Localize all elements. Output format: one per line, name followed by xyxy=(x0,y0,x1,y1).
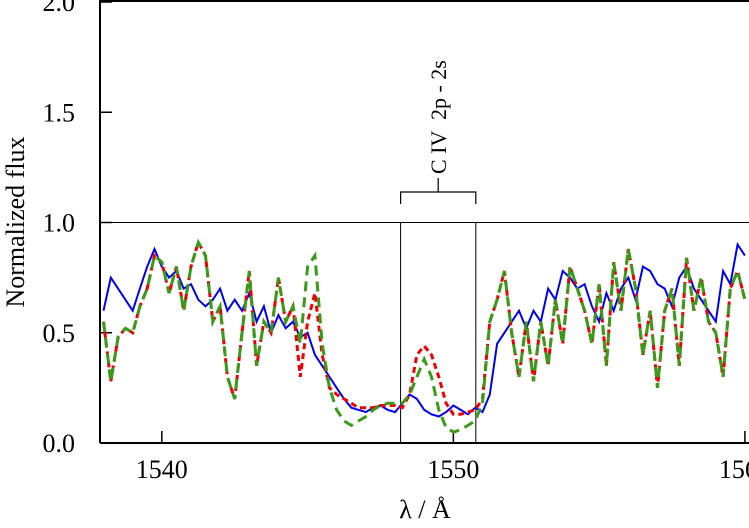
y-axis-title: Normalized flux xyxy=(1,136,30,307)
bracket xyxy=(399,178,477,204)
x-axis-title: λ / Å xyxy=(399,495,451,524)
y-tick-label: 1.0 xyxy=(43,209,76,238)
y-tick-label: 0.5 xyxy=(43,319,76,348)
y-tick-label: 1.5 xyxy=(43,98,76,127)
x-tick-label: 1560 xyxy=(719,455,749,484)
y-tick-label: 0.0 xyxy=(43,429,76,458)
series-line xyxy=(102,238,747,434)
series-line xyxy=(102,241,746,418)
x-tick-label: 1540 xyxy=(136,455,188,484)
y-tick-label: 2.0 xyxy=(43,0,76,17)
annotation-label: C IV 2p - 2s xyxy=(426,60,451,174)
x-tick-label: 1550 xyxy=(427,455,479,484)
